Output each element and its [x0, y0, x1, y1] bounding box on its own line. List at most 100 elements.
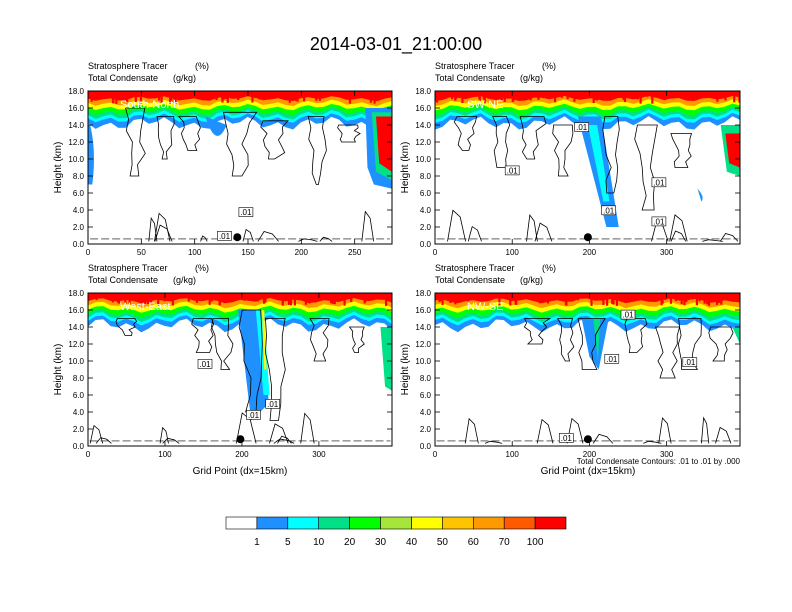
tracer-streak	[109, 293, 112, 299]
condensate-contour	[670, 230, 687, 242]
contour-label-box	[558, 433, 574, 443]
panel-title-line2: Total Condensate	[435, 275, 505, 285]
tracer-streak	[461, 91, 464, 103]
tracer-streak	[153, 293, 157, 299]
tracer-streak	[695, 293, 698, 306]
tracer-streak	[650, 91, 653, 96]
y-tick-label: 2.0	[73, 223, 85, 232]
tracer-streak	[328, 91, 331, 97]
tracer-streak	[360, 91, 363, 98]
tracer-streak	[112, 91, 116, 96]
condensate-contour	[264, 318, 286, 421]
tracer-streak	[289, 293, 293, 306]
intrusion	[732, 327, 740, 344]
colorbar-label: 30	[375, 537, 387, 548]
panel-title-line2: Total Condensate	[88, 73, 158, 83]
tracer-streak	[350, 293, 353, 303]
tracer-streak	[243, 293, 246, 301]
tracer-streak	[209, 293, 212, 300]
tracer-streak	[438, 293, 441, 303]
y-tick-label: 4.0	[420, 408, 432, 417]
tracer-streak	[698, 293, 701, 302]
y-tick-label: 14.0	[415, 323, 431, 332]
tracer-field	[88, 293, 392, 446]
tracer-streak	[226, 91, 229, 103]
tracer-streak	[318, 91, 321, 101]
tracer-streak	[706, 293, 709, 305]
panel-title-units2: (g/kg)	[520, 73, 543, 83]
tracer-streak	[330, 293, 333, 304]
tracer-streak	[454, 293, 457, 305]
y-axis-label: Height (km)	[400, 344, 411, 396]
tracer-streak	[95, 91, 98, 97]
x-tick-label: 0	[433, 248, 438, 257]
colorbar-swatch	[472, 516, 505, 530]
contour-label: .01	[603, 206, 615, 215]
tracer-streak	[497, 293, 500, 298]
condensate-contour	[159, 426, 169, 444]
condensate-contour	[162, 437, 180, 444]
x-tick-label: 250	[348, 248, 362, 257]
intrusion	[261, 310, 267, 370]
tracer-streak	[455, 91, 458, 99]
tracer-streak	[153, 91, 156, 99]
panel-label: South-North	[120, 99, 179, 111]
intrusion	[376, 116, 392, 172]
colorbar-swatch	[256, 516, 289, 530]
y-tick-label: 18.0	[415, 289, 431, 298]
tracer-streak	[612, 293, 615, 302]
tracer-streak	[117, 293, 120, 304]
tracer-streak	[186, 91, 189, 99]
tracer-streak	[451, 91, 454, 100]
tracer-streak	[481, 293, 484, 300]
panel-title-line1: Stratosphere Tracer	[88, 61, 168, 71]
intrusion	[587, 125, 610, 202]
panel-title-line2: Total Condensate	[435, 73, 505, 83]
tracer-streak	[547, 293, 550, 304]
tracer-streak	[123, 293, 126, 299]
condensate-contour	[658, 417, 672, 444]
contour-label: .01	[219, 232, 231, 241]
contour-label: .01	[240, 208, 252, 217]
tracer-streak	[134, 91, 137, 102]
tracer-streak	[90, 91, 93, 102]
tracer-streak	[657, 91, 660, 96]
contour-label-box	[217, 231, 232, 241]
x-tick-label: 200	[235, 450, 249, 459]
tracer-streak	[174, 91, 177, 102]
y-tick-label: 16.0	[68, 306, 84, 315]
y-tick-label: 14.0	[68, 121, 84, 130]
tracer-streak	[738, 91, 740, 103]
panel-title-units1: (%)	[542, 61, 556, 71]
y-tick-label: 4.0	[73, 206, 85, 215]
y-axis-label: Height (km)	[400, 142, 411, 194]
tracer-streak	[280, 293, 283, 299]
colorbar-label: 70	[499, 537, 511, 548]
tracer-streak	[503, 91, 506, 102]
tracer-streak	[344, 91, 347, 97]
x-tick-label: 0	[86, 450, 91, 459]
tracer-streak	[651, 91, 654, 104]
tracer-streak	[613, 91, 616, 97]
tracer-streak	[129, 91, 132, 97]
tracer-streak	[717, 91, 720, 99]
intrusion	[697, 188, 703, 202]
tracer-streak	[128, 293, 131, 305]
condensate-contour	[269, 423, 289, 444]
tracer-streak	[197, 293, 200, 300]
tracer-streak	[449, 293, 452, 303]
tracer-streak	[111, 293, 114, 303]
tracer-streak	[296, 293, 300, 299]
x-tick-label: 200	[583, 450, 597, 459]
panel-title-line2: Total Condensate	[88, 275, 158, 285]
tracer-streak	[622, 91, 625, 100]
contour-label-box	[246, 410, 261, 420]
y-tick-label: 6.0	[73, 391, 85, 400]
tracer-streak	[611, 293, 614, 304]
panel-3: .01 .01 .01 0.0 2.0 4.0 6.0 8.0 10.0 12.0 14.0 16.0…	[53, 263, 393, 477]
intrusion	[205, 116, 227, 136]
x-tick-label: 200	[583, 248, 597, 257]
contour-label-box	[197, 359, 213, 369]
tracer-streak	[439, 293, 443, 299]
